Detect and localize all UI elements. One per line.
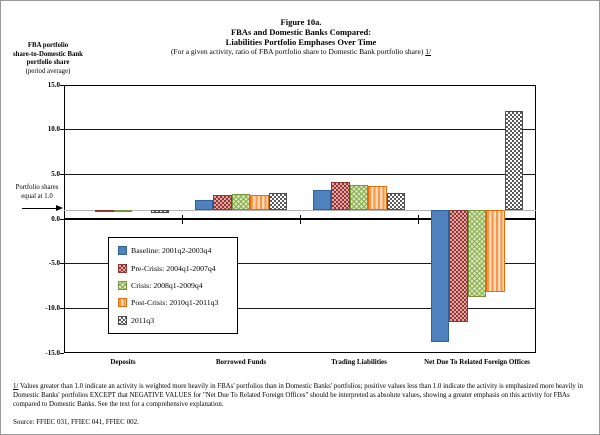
bar [231,194,251,211]
legend-swatch-icon [118,246,127,256]
bar [312,189,332,211]
bar [449,210,468,322]
category-tick [299,214,301,224]
reference-line [64,209,536,211]
chart-title: FBAs and Domestic Banks Compared: [230,27,372,37]
category-tick [417,214,419,224]
x-category-label: Borrowed Funds [215,358,267,366]
y-tick-mark [60,129,64,131]
y-tick-label: 15.0 [47,80,60,89]
figure-number: Figure 10a. [280,17,322,27]
annotation-line: equal at 1.0 [21,193,53,201]
y-tick-label: 10.0 [47,125,60,134]
annotation-arrow-line [22,208,57,209]
bar [113,210,133,213]
bar [213,194,232,211]
gridline [64,173,536,175]
bar [268,193,288,211]
legend-item: Crisis: 2008q1-2009q4 [118,280,235,290]
y-tick-label: -10.0 [45,303,60,312]
y-tick-mark [60,84,64,86]
footnote-text: Values greater than 1.0 indicate an acti… [13,383,583,409]
x-category-label: Trading Liabilities [331,358,387,366]
y-tick-mark [60,352,64,354]
footnote-marker: 1/ [13,383,19,390]
bar [504,110,524,211]
y-tick-label: -15.0 [45,348,60,357]
legend-swatch-icon [118,263,127,273]
legend-item: Pre-Crisis: 2004q1-2007q4 [118,263,235,273]
bar [386,193,406,211]
gridline [64,307,536,309]
chart-subtitle: (For a given activity, ratio of FBA port… [1,47,599,57]
y-axis-title: FBA portfolio share-to-Domestic Bank por… [5,42,91,76]
annotation-arrow-icon [56,205,63,211]
bar [368,185,387,211]
bar [194,200,214,211]
x-category-label: Net Due To Related Foreign Offices [424,358,530,366]
y-axis-title-line: FBA portfolio [27,42,69,49]
y-tick-label: 0.0 [51,214,60,223]
source-line: Source: FFIEC 031, FFIEC 041, FFIEC 002. [13,418,139,426]
legend-item: Baseline: 2001q2-2003q4 [118,246,235,256]
bar [331,182,350,211]
footnote-reference: 1/ [425,47,432,56]
annotation-line: Portfolio shares [15,184,59,191]
y-tick-mark [60,263,64,265]
chart-subtitle-text: (For a given activity, ratio of FBA port… [170,47,426,56]
chart-subtitle-bold: Liabilities Portfolio Emphases Over Time [225,37,377,47]
y-tick-mark [60,173,64,175]
x-category-label: Deposits [110,358,136,366]
legend-label: Baseline: 2001q2-2003q4 [131,246,212,256]
y-tick-label: 5.0 [51,169,60,178]
y-tick-mark [60,307,64,309]
bar [430,210,450,343]
y-axis-title-line: portfolio share [26,59,70,67]
legend-label: Post-Crisis: 2010q1-2011q3 [131,298,219,308]
legend-item: Post-Crisis: 2010q1-2011q3 [118,298,235,308]
legend-item: 2011q3 [118,315,235,325]
legend-swatch-icon [118,315,127,325]
bar [150,210,170,214]
bar [467,210,487,297]
legend-box: Baseline: 2001q2-2003q4 Pre-Crisis: 2004q… [108,237,238,334]
footnote: 1/ Values greater than 1.0 indicate an a… [13,382,591,410]
y-axis-title-line: share-to-Domestic Bank [13,50,83,58]
bar [349,185,369,211]
bar [250,194,269,211]
legend-label: Crisis: 2008q1-2009q4 [131,280,203,290]
y-tick-label: -5.0 [48,259,60,268]
gridline [64,263,536,265]
gridline [64,129,536,131]
chart-title-block: Figure 10a. FBAs and Domestic Banks Comp… [1,17,599,57]
y-tick-mark [60,218,64,220]
bar [486,210,505,293]
category-tick [181,214,183,224]
legend-label: 2011q3 [131,315,155,325]
legend-swatch-icon [118,298,127,308]
legend-swatch-icon [118,280,127,290]
bar [95,210,114,213]
legend-label: Pre-Crisis: 2004q1-2007q4 [131,263,216,273]
y-axis-title-line: (period average) [25,67,71,75]
reference-line-annotation: Portfolio shares equal at 1.0 [9,183,65,202]
